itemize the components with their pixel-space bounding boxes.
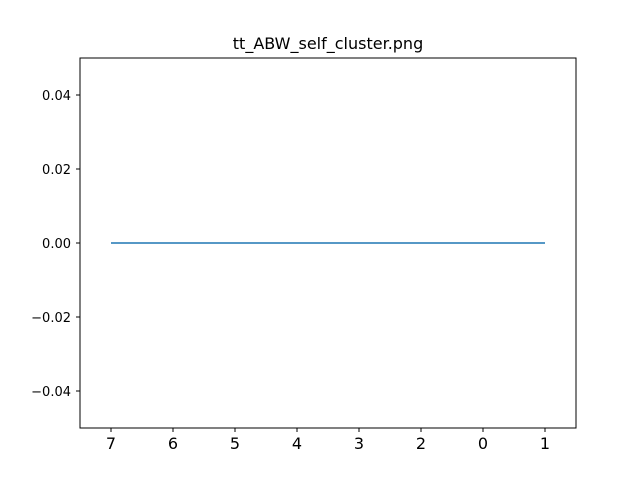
x-axis: 7 6 5 4 3 2 0 1: [106, 428, 550, 453]
y-axis: 0.04 0.02 0.00 −0.02 −0.04: [31, 89, 80, 400]
x-tick-label: 3: [354, 434, 364, 453]
y-tick-label: 0.02: [42, 163, 71, 178]
x-tick-label: 2: [416, 434, 426, 453]
x-tick-label: 6: [168, 434, 178, 453]
chart-title: tt_ABW_self_cluster.png: [233, 34, 423, 54]
x-tick-label: 7: [106, 434, 116, 453]
y-tick-label: −0.02: [31, 311, 71, 326]
y-tick-label: 0.00: [42, 237, 71, 252]
y-tick-label: 0.04: [42, 89, 71, 104]
x-tick-label: 4: [292, 434, 302, 453]
x-tick-label: 1: [540, 434, 550, 453]
x-tick-label: 5: [230, 434, 240, 453]
y-tick-label: −0.04: [31, 385, 71, 400]
x-tick-label: 0: [478, 434, 488, 453]
